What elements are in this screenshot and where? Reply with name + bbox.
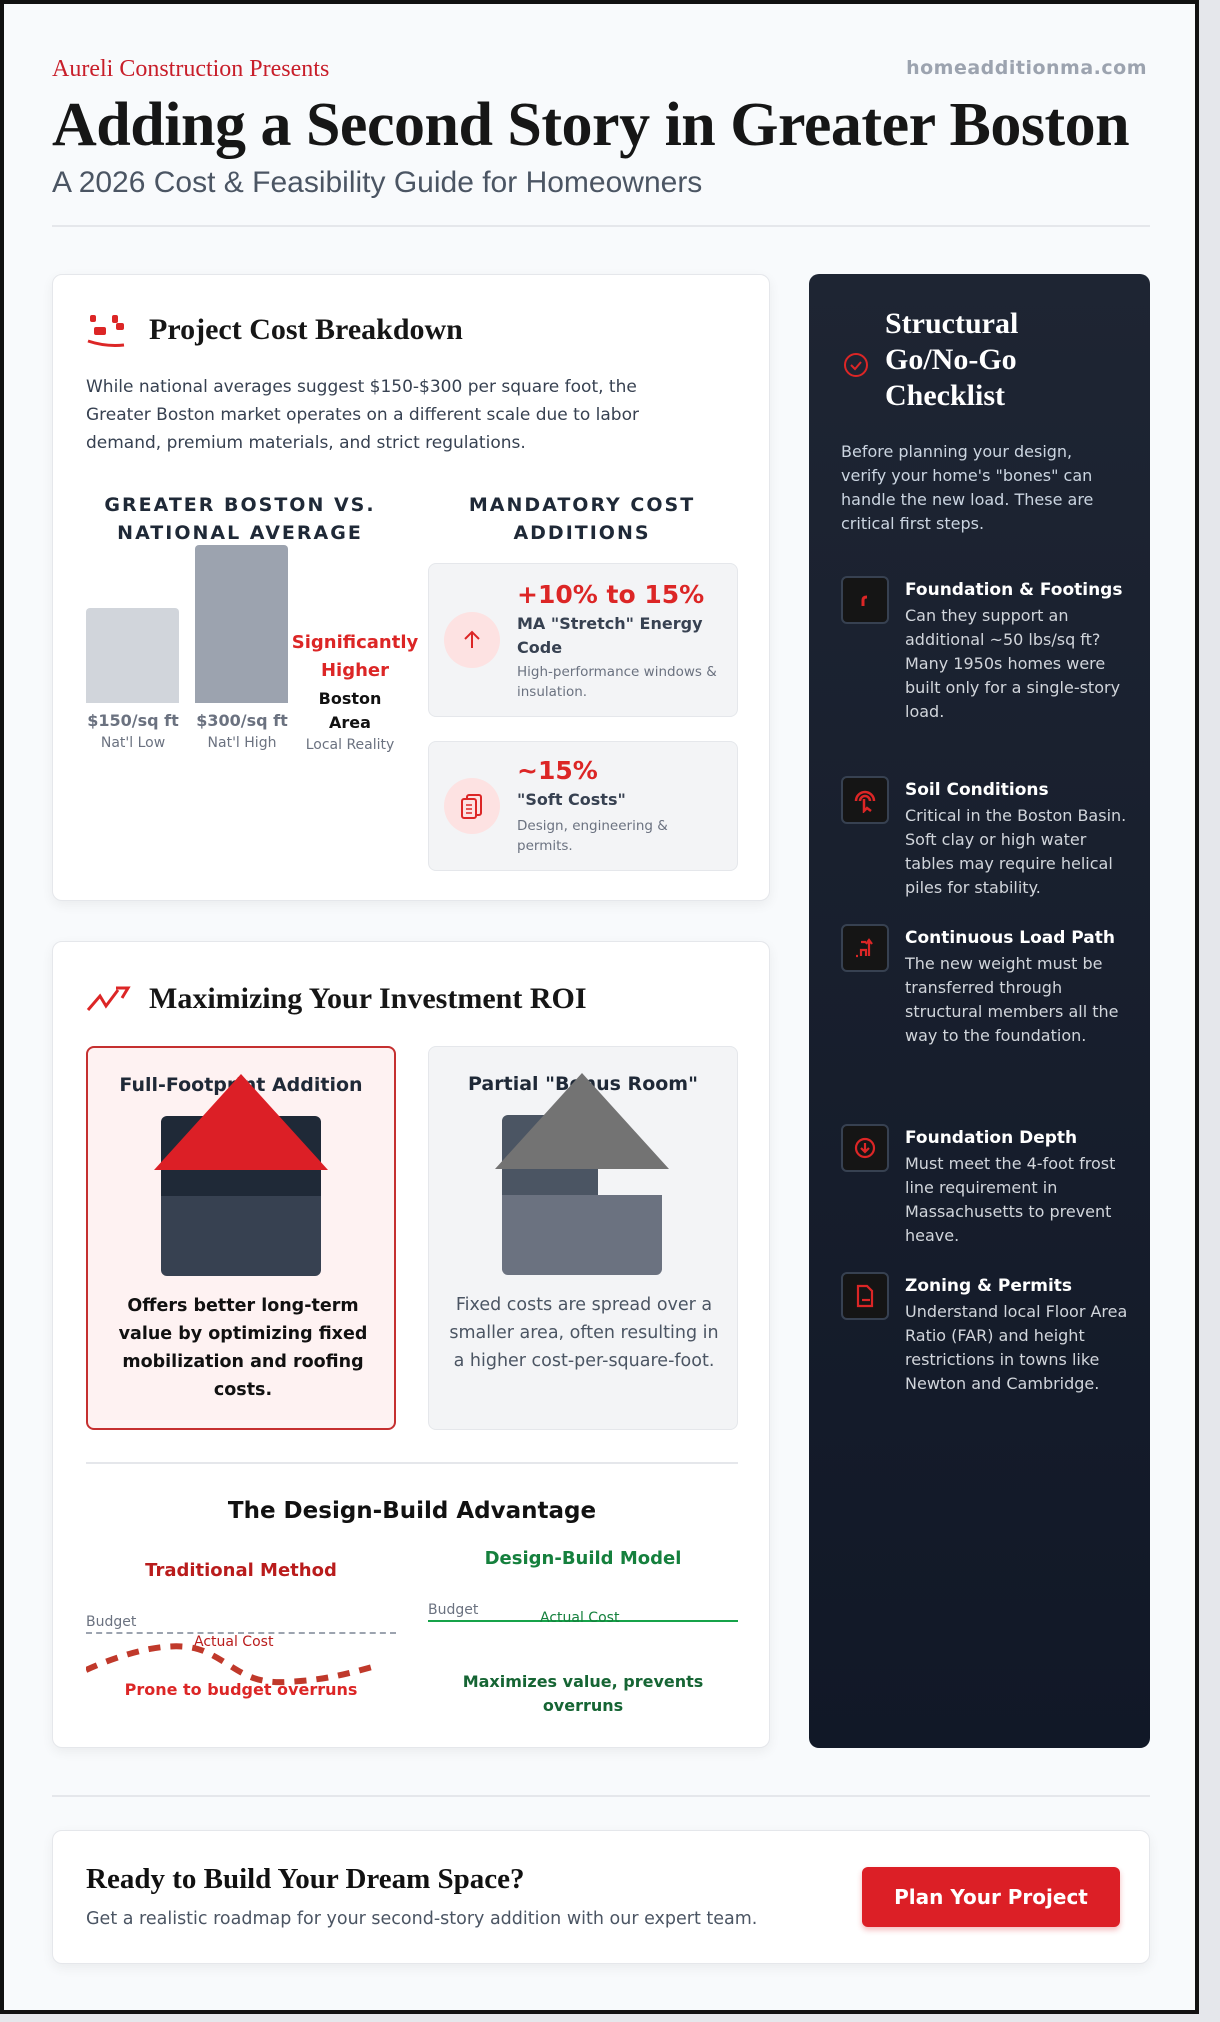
check-circle-icon [843, 352, 869, 382]
item-title: Foundation Depth [905, 1128, 1078, 1148]
cost-addition-card: ~15% "Soft Costs" Design, engineering & … [428, 741, 738, 871]
bar-natl-high [195, 545, 288, 703]
checklist-item: Foundation Depth Must meet the 4-foot fr… [841, 1124, 1131, 1248]
addition-desc: High-performance windows & insulation. [517, 664, 717, 700]
cost-title: Project Cost Breakdown [149, 313, 463, 346]
option-bonus-room: Partial "Bonus Room" Fixed costs are spr… [428, 1046, 738, 1430]
cost-breakdown-card: Project Cost Breakdown While national av… [52, 274, 770, 901]
soil-touch-icon [841, 776, 889, 824]
item-desc: Must meet the 4-foot frost line requirem… [905, 1154, 1116, 1245]
model-title: Design-Build Model [484, 1548, 682, 1569]
divider [52, 1795, 1150, 1797]
budget-line [86, 1632, 396, 1634]
boston-area-label: Boston Area [318, 689, 382, 732]
cost-addition-card: +10% to 15% MA "Stretch" Energy Code Hig… [428, 563, 738, 717]
money-icon [86, 313, 128, 357]
item-title: Continuous Load Path [905, 928, 1116, 948]
comparison-heading: GREATER BOSTON VS. NATIONAL AVERAGE [104, 494, 376, 544]
document-icon [841, 1272, 889, 1320]
bar-label: Nat'l High [207, 735, 277, 751]
addition-title: MA "Stretch" Energy Code [517, 614, 703, 657]
roof-icon [495, 1073, 669, 1169]
traditional-caption: Prone to budget overruns [124, 1680, 358, 1699]
checklist-item: Continuous Load Path The new weight must… [841, 924, 1131, 1048]
presenter-label: Aureli Construction Presents [52, 56, 330, 82]
checklist-item: Zoning & Permits Understand local Floor … [841, 1272, 1131, 1396]
design-build-title: The Design-Build Advantage [227, 1498, 597, 1524]
item-title: Foundation & Footings [905, 580, 1123, 600]
bar-natl-low [86, 608, 179, 703]
checklist-item: Foundation & Footings Can they support a… [841, 576, 1131, 724]
boston-value-label: Significantly Higher [291, 632, 419, 681]
item-desc: The new weight must be transferred throu… [905, 954, 1119, 1045]
bar-value-label: $150/sq ft [87, 711, 179, 730]
item-title: Zoning & Permits [905, 1276, 1073, 1296]
actual-cost-curve [86, 1643, 377, 1686]
addition-value: ~15% [517, 756, 598, 785]
budget-line [428, 1620, 738, 1622]
divider [52, 225, 1150, 227]
item-desc: Can they support an additional ~50 lbs/s… [905, 606, 1121, 721]
bar-value-label: $300/sq ft [196, 711, 288, 730]
plan-project-button[interactable]: Plan Your Project [862, 1867, 1120, 1927]
cost-intro: While national averages suggest $150-$30… [86, 377, 639, 453]
budget-label: Budget [428, 1602, 479, 1618]
roi-card: Maximizing Your Investment ROI Full-Foot… [52, 941, 770, 1748]
arrow-up-icon [444, 612, 500, 668]
checklist-panel: Structural Go/No-Go Checklist Before pla… [809, 274, 1150, 1748]
checklist-title: Structural Go/No-Go Checklist [885, 307, 1019, 412]
cta-title: Ready to Build Your Dream Space? [86, 1863, 525, 1895]
roi-title: Maximizing Your Investment ROI [149, 982, 587, 1015]
option-desc: Fixed costs are spread over a smaller ar… [449, 1295, 719, 1371]
cta-card: Ready to Build Your Dream Space? Get a r… [52, 1830, 1150, 1964]
item-desc: Critical in the Boston Basin. Soft clay … [905, 806, 1127, 897]
checklist-intro: Before planning your design, verify your… [841, 442, 1094, 533]
page-title: Adding a Second Story in Greater Boston [52, 91, 1130, 159]
item-desc: Understand local Floor Area Ratio (FAR) … [905, 1302, 1128, 1393]
roof-icon [154, 1074, 328, 1170]
budget-label: Budget [86, 1614, 137, 1630]
page: Aureli Construction Presents homeadditio… [0, 0, 1199, 2014]
item-title: Soil Conditions [905, 780, 1049, 800]
page-subtitle: A 2026 Cost & Feasibility Guide for Home… [52, 166, 703, 199]
additions-heading: MANDATORY COST ADDITIONS [468, 494, 696, 544]
clipboard-icon [444, 778, 500, 834]
actual-cost-label: Actual Cost [194, 1634, 274, 1650]
addition-value: +10% to 15% [517, 580, 705, 609]
checklist-item: Soil Conditions Critical in the Boston B… [841, 776, 1131, 900]
addition-title: "Soft Costs" [517, 790, 626, 809]
boston-sublabel: Local Reality [305, 737, 395, 753]
option-full-footprint: Full-Footprint Addition Offers better lo… [86, 1046, 396, 1430]
load-path-icon [841, 924, 889, 972]
website-link[interactable]: homeadditionma.com [906, 57, 1147, 79]
addition-desc: Design, engineering & permits. [517, 818, 668, 854]
bar-label: Nat'l Low [100, 735, 166, 751]
option-desc: Offers better long-term value by optimiz… [118, 1296, 368, 1400]
actual-cost-label: Actual Cost [540, 1610, 620, 1626]
trending-up-icon [86, 984, 132, 1018]
house-base [502, 1195, 662, 1275]
foundation-icon [841, 576, 889, 624]
traditional-title: Traditional Method [145, 1560, 337, 1581]
cta-subtitle: Get a realistic roadmap for your second-… [86, 1909, 758, 1929]
model-caption: Maximizes value, prevents overruns [462, 1672, 704, 1715]
arrow-down-circle-icon [841, 1124, 889, 1172]
divider [86, 1462, 738, 1464]
